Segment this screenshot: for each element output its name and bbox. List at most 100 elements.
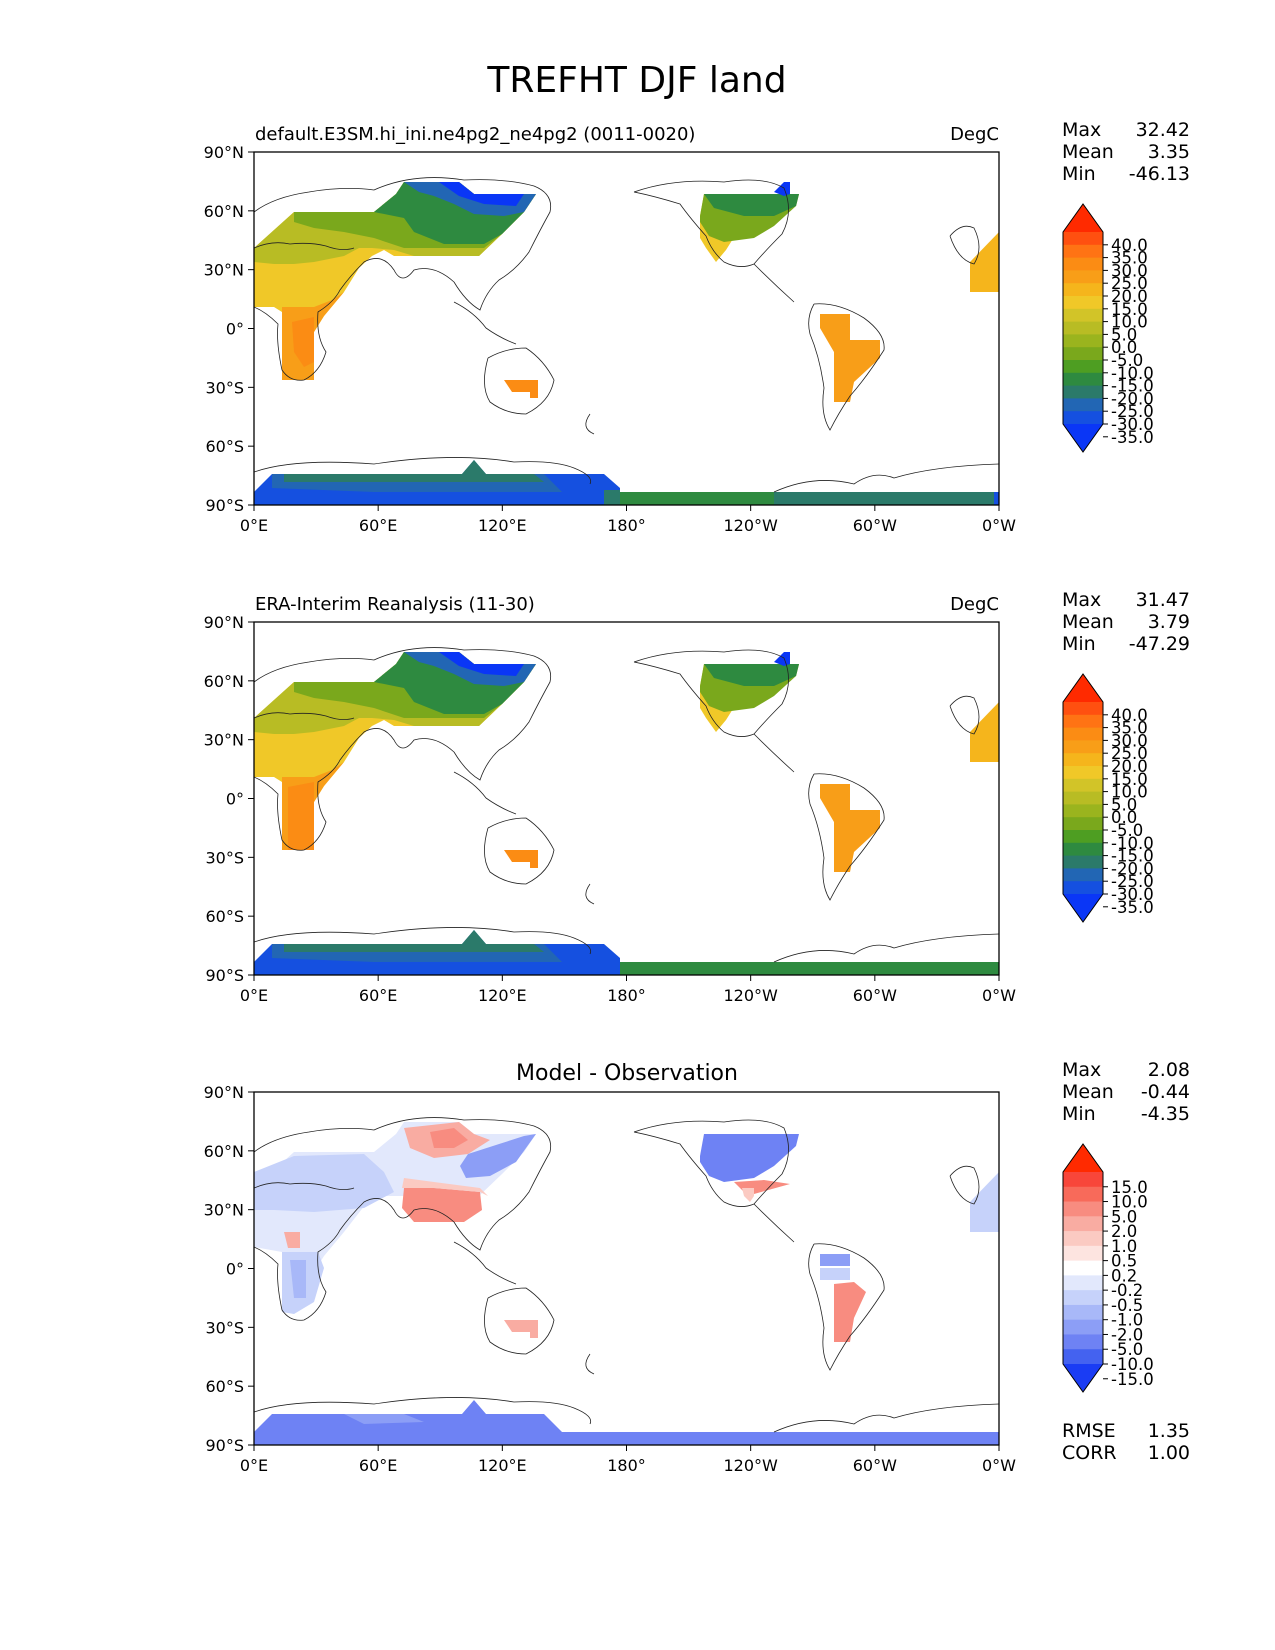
lon-tick-label: 0°E [240,986,268,1005]
stat-label-mean: Mean [1062,1081,1114,1103]
colorbar-label: -0.5 [1111,1296,1143,1315]
lat-tick-label: 60°N [204,202,244,221]
colorbar-label: -5.0 [1111,351,1143,370]
lon-tick-label: 60°W [853,986,897,1005]
lon-axis: 0°E 60°E 120°E 180° 120°W 60°W 0°W [240,505,1016,535]
colorbar-label: 0.0 [1111,808,1137,827]
lat-tick-label: 90°S [205,966,244,985]
colorbar-label: 15.0 [1111,1178,1148,1197]
stat-value-corr: 1.00 [1148,1442,1190,1464]
lat-axis: 90°N 60°N 30°N 0° 30°S 60°S 90°S [204,1083,254,1455]
colorbar-label: -10.0 [1111,1355,1154,1374]
colorbar-segment [1063,296,1103,310]
colorbar-label: 0.0 [1111,338,1137,357]
lat-tick-label: 90°S [205,1436,244,1455]
stats-block: Max 2.08 Mean -0.44 Min -4.35 [1062,1059,1190,1125]
lat-tick-label: 30°S [205,378,244,397]
coastlines [253,1117,1000,1433]
coastlines [253,177,1000,493]
colorbar-segment [1063,398,1103,412]
panel-side-test: Max 32.42 Mean 3.35 Min -46.13 40.035.030.025… [1062,119,1190,453]
colorbar-label: -5.0 [1111,1340,1143,1359]
lat-tick-label: 30°N [204,731,244,750]
coastlines [253,647,1000,963]
lat-axis: 90°N 60°N 30°N 0° 30°S 60°S 90°S [204,143,254,515]
colorbar-label: -5.0 [1111,821,1143,840]
colorbar-segment [1063,308,1103,323]
lat-tick-label: 90°S [205,496,244,515]
colorbar-segment [1063,360,1103,374]
panel-left-title: ERA-Interim Reanalysis (11-30) [255,594,535,615]
colorbar-label: 25.0 [1111,274,1148,293]
colorbar-label: -15.0 [1111,377,1154,396]
stat-value-max: 31.47 [1136,589,1190,611]
stat-value-min: -47.29 [1129,633,1190,655]
colorbar-label: 0.5 [1111,1252,1137,1271]
lat-tick-label: 30°S [205,1318,244,1337]
colorbar-segment [1063,1349,1103,1365]
stat-label-rmse: RMSE [1062,1420,1116,1442]
colorbar-label: -35.0 [1111,898,1154,917]
colorbar-segment [1063,1290,1103,1306]
colorbar-label: 20.0 [1111,287,1148,306]
colorbar-segment [1063,321,1103,335]
colorbar-segment [1063,753,1103,767]
stat-value-mean: -0.44 [1141,1081,1190,1103]
lat-tick-label: 60°S [205,907,244,926]
colorbar-segment [1063,714,1103,729]
map-field-diff [254,1122,999,1445]
lon-tick-label: 0°W [982,516,1016,535]
stat-label-max: Max [1062,589,1101,611]
colorbar-segment [1063,1319,1103,1336]
colorbar-segment [1063,1275,1103,1291]
stat-label-min: Min [1062,633,1096,655]
stat-label-mean: Mean [1062,141,1114,163]
lat-tick-label: 90°N [204,143,244,162]
colorbar-segment [1063,855,1103,869]
map-frame [253,621,1000,976]
colorbar-label: -20.0 [1111,389,1154,408]
colorbar-label: 5.0 [1111,1207,1137,1226]
colorbar-segment [1063,1260,1103,1276]
lon-tick-label: 0°W [982,986,1016,1005]
colorbar-segment [1063,411,1103,425]
map-field-test [254,182,999,505]
lon-tick-label: 60°W [853,516,897,535]
panel-units: DegC [950,594,999,615]
colorbar-segment [1063,1334,1103,1350]
colorbar-segment [1063,283,1103,297]
panel-test-model: default.E3SM.hi_ini.ne4pg2_ne4pg2 (0011-… [204,124,1017,535]
colorbar-segment [1063,868,1103,882]
stat-label-min: Min [1062,163,1096,185]
stat-value-min: -46.13 [1129,163,1190,185]
lon-tick-label: 180° [607,1456,646,1475]
colorbar-label: 25.0 [1111,744,1148,763]
colorbar-label: 5.0 [1111,325,1137,344]
lat-tick-label: 90°N [204,1083,244,1102]
lon-tick-label: 120°E [478,1456,527,1475]
stat-value-max: 32.42 [1136,119,1190,141]
colorbar-label: 15.0 [1111,300,1148,319]
stat-label-mean: Mean [1062,611,1114,633]
colorbar-extend-min [1063,894,1103,922]
colorbar-extend-min [1063,1364,1103,1392]
stat-label-max: Max [1062,119,1101,141]
panel-left-title: default.E3SM.hi_ini.ne4pg2_ne4pg2 (0011-… [255,124,695,145]
stat-value-mean: 3.35 [1148,141,1190,163]
colorbar-segment [1063,1304,1103,1321]
colorbar-segment [1063,881,1103,895]
colorbar-segment [1063,1216,1103,1232]
stat-value-min: -4.35 [1141,1103,1190,1125]
colorbar-label: 1.0 [1111,1237,1137,1256]
colorbar-segment [1063,702,1103,716]
colorbar-label: 10.0 [1111,1193,1148,1212]
colorbar-segment [1063,817,1103,831]
stat-value-max: 2.08 [1148,1059,1190,1081]
stat-label-min: Min [1062,1103,1096,1125]
lon-tick-label: 120°W [723,986,778,1005]
colorbar-segment [1063,244,1103,259]
colorbar-label: 20.0 [1111,757,1148,776]
lat-tick-label: 0° [226,790,244,809]
colorbar-label: 15.0 [1111,770,1148,789]
